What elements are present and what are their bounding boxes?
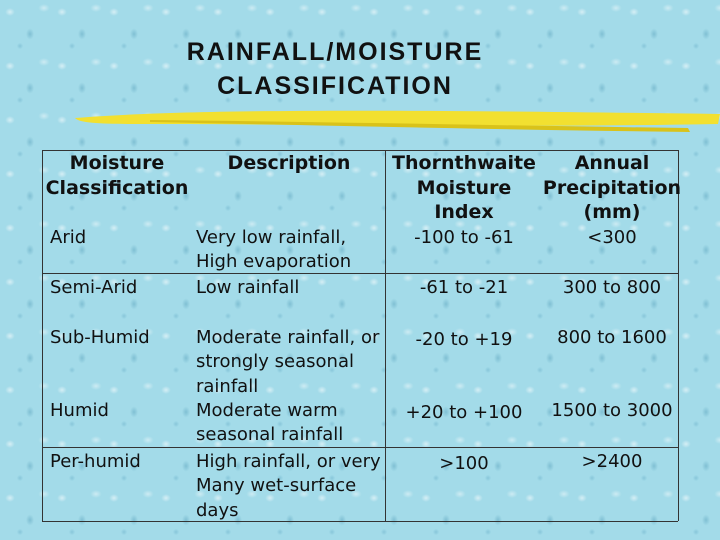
precipitation: >2400	[581, 451, 643, 472]
moisture-index: >100	[439, 453, 489, 474]
description: strongly seasonal	[196, 351, 354, 373]
classification: Semi-Arid	[50, 277, 138, 298]
column-header: Moisture	[69, 152, 165, 174]
row-line	[42, 273, 678, 274]
description: Low rainfall	[196, 277, 300, 298]
description: rainfall	[196, 375, 259, 397]
classification: Arid	[50, 227, 87, 248]
table-border	[42, 521, 678, 522]
description: Very low rainfall,	[196, 227, 347, 248]
description: High evaporation	[196, 251, 352, 273]
description: Moderate rainfall, or	[196, 327, 380, 348]
classification: Per-humid	[50, 451, 141, 472]
description: Many wet-surface	[196, 475, 357, 497]
classification: Sub-Humid	[50, 327, 150, 348]
table-border	[678, 150, 679, 521]
precipitation: 300 to 800	[562, 277, 662, 298]
moisture-index: -100 to -61	[414, 227, 514, 248]
column-header: Description	[227, 152, 351, 174]
moisture-index: +20 to +100	[405, 402, 523, 423]
classification: Humid	[50, 400, 109, 421]
column-header: Moisture	[416, 176, 512, 199]
precipitation: 1500 to 3000	[551, 400, 673, 421]
description: days	[196, 499, 239, 521]
description: Moderate warm	[196, 400, 338, 421]
title: CLASSIFICATION	[217, 72, 453, 100]
table-border	[42, 150, 678, 151]
row-line	[42, 447, 678, 448]
title: RAINFALL/MOISTURE	[186, 38, 484, 66]
column-line	[385, 150, 386, 521]
precipitation: <300	[587, 227, 637, 248]
description: seasonal rainfall	[196, 424, 344, 446]
table-border	[42, 150, 43, 521]
column-header: Annual	[574, 152, 650, 174]
column-header: Index	[434, 201, 494, 223]
moisture-index: -61 to -21	[419, 277, 509, 298]
column-header: (mm)	[583, 201, 641, 223]
column-header: Thornthwaite	[392, 152, 536, 174]
brush-stroke	[150, 120, 690, 132]
column-header: Precipitation	[542, 176, 682, 199]
moisture-index: -20 to +19	[415, 329, 513, 350]
description: High rainfall, or very	[196, 451, 381, 472]
column-header: Classification	[45, 176, 189, 199]
precipitation: 800 to 1600	[557, 327, 667, 348]
